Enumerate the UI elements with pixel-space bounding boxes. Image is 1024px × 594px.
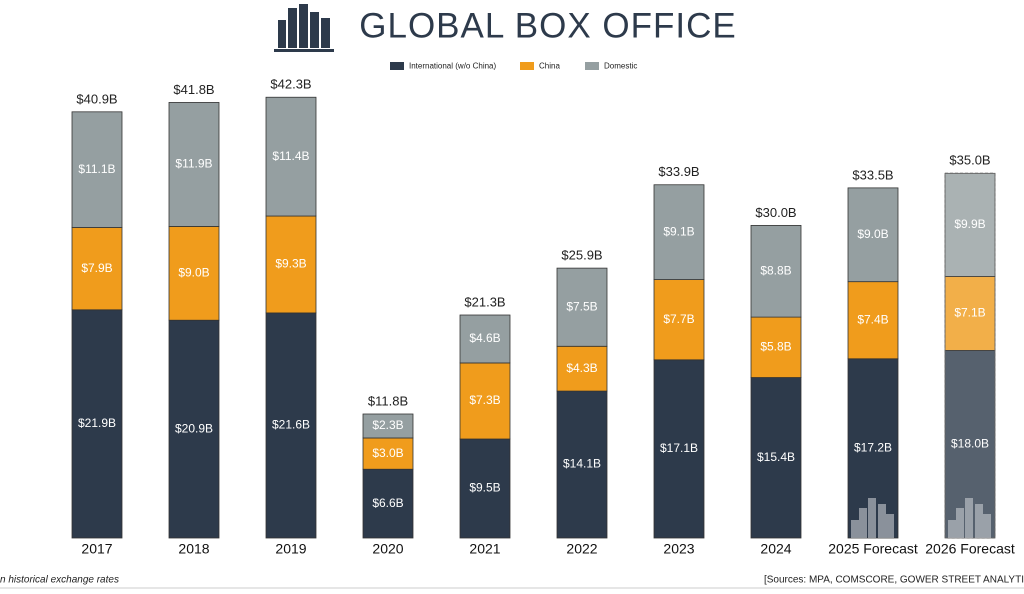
bar-segment bbox=[362, 468, 414, 539]
forecast-icon bbox=[851, 520, 859, 538]
bar-segment bbox=[944, 276, 996, 351]
x-tick-label: 2017 bbox=[81, 541, 112, 557]
segment-label: $17.2B bbox=[854, 441, 892, 455]
forecast-outline bbox=[944, 172, 996, 539]
segment-label: $6.6B bbox=[372, 496, 403, 510]
total-label: $11.8B bbox=[368, 393, 408, 408]
bar-segment bbox=[71, 309, 123, 539]
bar-segment bbox=[750, 377, 802, 539]
x-tick-label: 2018 bbox=[178, 541, 209, 557]
x-tick-label: 2022 bbox=[566, 541, 597, 557]
bar-segment bbox=[71, 227, 123, 311]
segment-label: $20.9B bbox=[175, 421, 213, 435]
forecast-icon bbox=[956, 508, 964, 538]
segment-label: $5.8B bbox=[760, 339, 791, 353]
total-label: $33.9B bbox=[658, 164, 699, 179]
segment-label: $17.1B bbox=[660, 441, 698, 455]
total-label: $30.0B bbox=[755, 205, 796, 220]
x-tick-label: 2019 bbox=[275, 541, 306, 557]
segment-label: $9.3B bbox=[275, 257, 306, 271]
bar-segment bbox=[847, 281, 899, 360]
legend-swatch bbox=[390, 62, 404, 70]
segment-label: $9.9B bbox=[954, 217, 985, 231]
segment-label: $15.4B bbox=[757, 450, 795, 464]
segment-label: $7.4B bbox=[857, 312, 888, 326]
bar-segment bbox=[653, 279, 705, 361]
forecast-icon bbox=[948, 520, 956, 538]
forecast-icon bbox=[975, 504, 983, 538]
segment-label: $11.1B bbox=[78, 162, 115, 176]
total-label: $33.5B bbox=[852, 167, 893, 182]
segment-label: $9.0B bbox=[857, 227, 888, 241]
segment-label: $11.4B bbox=[272, 149, 309, 163]
total-label: $41.8B bbox=[173, 82, 214, 97]
total-label: $35.0B bbox=[949, 153, 990, 168]
segment-label: $7.9B bbox=[81, 261, 112, 275]
total-label: $40.9B bbox=[76, 91, 117, 106]
bar-segment bbox=[556, 345, 608, 392]
x-tick-label: 2024 bbox=[760, 541, 791, 557]
segment-label: $4.6B bbox=[469, 331, 500, 345]
bar-segment bbox=[265, 312, 317, 539]
bar-segment bbox=[556, 390, 608, 539]
legend-label: China bbox=[539, 62, 560, 71]
segment-label: $18.0B bbox=[951, 436, 989, 450]
segment-label: $9.1B bbox=[663, 224, 694, 238]
forecast-icon bbox=[878, 504, 886, 538]
segment-label: $7.7B bbox=[663, 312, 694, 326]
total-label: $42.3B bbox=[270, 77, 311, 92]
legend-swatch bbox=[520, 62, 534, 70]
segment-label: $21.9B bbox=[78, 416, 116, 430]
segment-label: $7.5B bbox=[566, 299, 597, 313]
x-tick-label: 2021 bbox=[469, 541, 500, 557]
segment-label: $7.1B bbox=[954, 306, 985, 320]
bar-segment bbox=[653, 359, 705, 539]
bar-segment bbox=[459, 362, 511, 440]
bar-segment bbox=[71, 111, 123, 228]
legend-label: Domestic bbox=[604, 62, 637, 71]
total-label: $21.3B bbox=[464, 294, 505, 309]
bar-segment bbox=[847, 187, 899, 283]
x-tick-label: 2025 Forecast bbox=[828, 541, 918, 557]
bar-segment bbox=[459, 438, 511, 539]
total-label: $25.9B bbox=[561, 248, 602, 263]
logo bbox=[274, 4, 334, 52]
segment-label: $3.0B bbox=[372, 446, 403, 460]
segment-label: $7.3B bbox=[469, 393, 500, 407]
bar-segment bbox=[750, 316, 802, 378]
bar-segment bbox=[168, 319, 220, 539]
forecast-icon bbox=[859, 508, 867, 538]
forecast-icon bbox=[868, 498, 876, 538]
segment-label: $2.3B bbox=[372, 418, 403, 432]
forecast-icon bbox=[983, 514, 991, 538]
forecast-icon bbox=[965, 498, 973, 538]
x-tick-label: 2026 Forecast bbox=[925, 541, 1015, 557]
segment-label: $21.6B bbox=[272, 418, 310, 432]
forecast-icon bbox=[886, 514, 894, 538]
chart-title: GLOBAL BOX OFFICE bbox=[359, 6, 736, 45]
bar-segment bbox=[265, 96, 317, 217]
source: [Sources: MPA, COMSCORE, GOWER STREET AN… bbox=[764, 575, 1024, 586]
legend-swatch bbox=[585, 62, 599, 70]
x-tick-label: 2020 bbox=[372, 541, 403, 557]
legend-label: International (w/o China) bbox=[409, 62, 496, 71]
bar-segment bbox=[168, 102, 220, 227]
bar-segment bbox=[556, 267, 608, 347]
bar-segment bbox=[168, 226, 220, 321]
segment-label: $14.1B bbox=[563, 457, 601, 471]
segment-label: $9.5B bbox=[469, 481, 500, 495]
segment-label: $9.0B bbox=[178, 266, 209, 280]
bar-segment bbox=[653, 184, 705, 280]
bar-segment bbox=[265, 215, 317, 314]
x-tick-label: 2023 bbox=[663, 541, 694, 557]
bar-segment bbox=[362, 437, 414, 470]
segment-label: $11.9B bbox=[175, 157, 212, 171]
footnote: n historical exchange rates bbox=[0, 575, 119, 586]
bar-segment bbox=[459, 314, 511, 364]
bar-segment bbox=[750, 224, 802, 318]
segment-label: $4.3B bbox=[566, 361, 597, 375]
segment-label: $8.8B bbox=[760, 263, 791, 277]
bar-segment bbox=[362, 413, 414, 439]
